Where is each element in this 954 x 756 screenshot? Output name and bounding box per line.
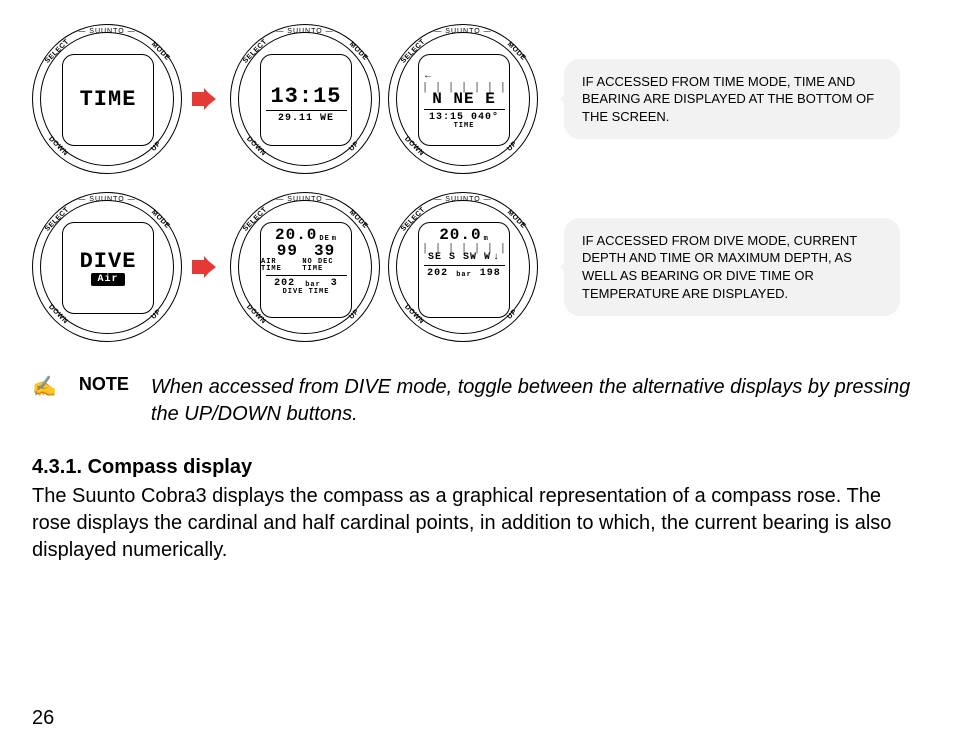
note-icon: ✍ — [32, 374, 57, 399]
note-label: NOTE — [79, 374, 129, 395]
mode-title: TIME — [80, 89, 137, 111]
mode-sub: Air — [91, 273, 124, 286]
watch-time-clock: SUUNTO SELECT MODE DOWN UP 13:15 29.11 W… — [230, 24, 380, 174]
screen: ← ||||||| N NE E 13:15 040° TIME — [418, 54, 510, 146]
watch-dive-compass: SUUNTO SELECT MODE DOWN UP 20.0 m ||||||… — [388, 192, 538, 342]
val-left: 99 — [277, 243, 298, 259]
mode-title: DIVE — [80, 251, 137, 273]
compass-ticks: ||||||| — [424, 243, 504, 252]
diagram-rows: SUUNTO SELECT MODE DOWN UP TIME SUUNTO S… — [32, 24, 922, 342]
depth-value: 20.0 — [275, 227, 317, 243]
bar-right: 198 — [480, 268, 501, 279]
compass-arrow: ↓ — [493, 252, 500, 263]
bezel-up: UP — [150, 140, 163, 153]
watch-time-compass: SUUNTO SELECT MODE DOWN UP ← ||||||| N N… — [388, 24, 538, 174]
val-right: 39 — [314, 243, 335, 259]
callout-dive-mode: IF ACCESSED FROM DIVE MODE, CURRENT DEPT… — [564, 218, 900, 316]
compass-cardinals: N NE E — [432, 91, 496, 107]
bezel-mode: MODE — [150, 41, 171, 62]
watch-dive-label: SUUNTO SELECT MODE DOWN UP DIVE Air — [32, 192, 182, 342]
watch-time-label: SUUNTO SELECT MODE DOWN UP TIME — [32, 24, 182, 174]
bottom-sublabel: TIME — [454, 123, 475, 130]
note-text: When accessed from DIVE mode, toggle bet… — [151, 374, 922, 428]
bar-left: 202 — [427, 268, 448, 279]
screen: DIVE Air — [62, 222, 154, 314]
bottom-readout: 13:15 040° — [429, 112, 499, 123]
section-body: The Suunto Cobra3 displays the compass a… — [32, 483, 922, 564]
screen: 20.0 DE m 99 39 AIR TIME NO DEC TIME 202… — [260, 222, 352, 318]
row-time-mode: SUUNTO SELECT MODE DOWN UP TIME SUUNTO S… — [32, 24, 922, 174]
section-heading: 4.3.1. Compass display — [32, 456, 922, 479]
time-value: 13:15 — [270, 86, 341, 108]
arrow-icon — [192, 256, 220, 278]
date-value: 29.11 WE — [278, 113, 334, 124]
screen: 20.0 m ||||||| SE S SW W ↓ 202 bar 198 — [418, 222, 510, 318]
page-number: 26 — [32, 707, 54, 730]
screen: TIME — [62, 54, 154, 146]
screen: 13:15 29.11 WE — [260, 54, 352, 146]
bar-right: 3 — [331, 278, 338, 289]
watch-dive-data: SUUNTO SELECT MODE DOWN UP 20.0 DE m 99 … — [230, 192, 380, 342]
note-block: ✍ NOTE When accessed from DIVE mode, tog… — [32, 374, 922, 428]
row-dive-mode: SUUNTO SELECT MODE DOWN UP DIVE Air SUUN… — [32, 192, 922, 342]
callout-time-mode: IF ACCESSED FROM TIME MODE, TIME AND BEA… — [564, 59, 900, 140]
arrow-icon — [192, 88, 220, 110]
